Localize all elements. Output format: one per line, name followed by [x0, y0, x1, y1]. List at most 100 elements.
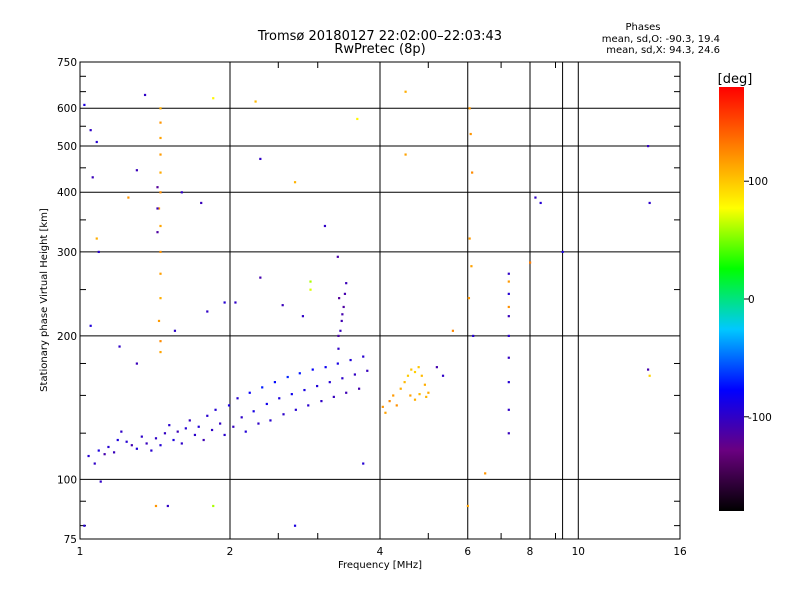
- data-point: [273, 381, 276, 384]
- data-point: [413, 398, 417, 401]
- data-point: [173, 329, 177, 332]
- y-tick-label: 750: [57, 57, 77, 69]
- data-point: [366, 369, 369, 372]
- data-point: [234, 301, 237, 304]
- data-point: [87, 454, 90, 458]
- data-point: [236, 397, 239, 400]
- data-point: [423, 383, 426, 386]
- data-point: [257, 422, 260, 425]
- x-tick-label: 16: [673, 546, 687, 558]
- data-point: [336, 362, 339, 365]
- colorbar-tick-label: 0: [748, 294, 755, 306]
- data-point: [83, 103, 86, 107]
- data-point: [529, 261, 532, 264]
- data-point: [135, 362, 138, 365]
- data-point: [97, 250, 100, 254]
- colorbar: [719, 87, 744, 511]
- data-point: [197, 425, 200, 428]
- data-point: [357, 387, 361, 390]
- data-point: [507, 305, 510, 309]
- data-point: [471, 171, 474, 174]
- y-tick-label: 75: [64, 534, 77, 546]
- data-point: [99, 480, 102, 483]
- data-point: [193, 433, 197, 437]
- data-point: [410, 368, 413, 371]
- colorbar-label: [deg]: [718, 72, 753, 87]
- data-point: [254, 100, 257, 103]
- data-point: [159, 350, 162, 354]
- data-point: [472, 334, 475, 338]
- data-point: [316, 384, 319, 388]
- data-point: [324, 366, 327, 369]
- data-point: [163, 432, 167, 435]
- y-tick-label: 400: [57, 187, 77, 199]
- colorbar-tick-label: 100: [748, 176, 768, 188]
- data-point: [154, 437, 158, 440]
- data-point: [341, 377, 344, 380]
- data-point: [145, 442, 148, 445]
- data-point: [294, 408, 297, 411]
- data-point: [159, 272, 162, 275]
- data-point: [83, 524, 86, 527]
- data-point: [301, 315, 305, 318]
- data-point: [91, 176, 94, 179]
- data-point: [159, 191, 162, 194]
- data-point: [507, 432, 510, 435]
- data-point: [507, 292, 510, 295]
- data-point: [206, 310, 209, 313]
- data-point: [140, 435, 143, 438]
- data-point: [180, 191, 183, 194]
- data-point: [425, 395, 428, 398]
- data-point: [468, 237, 471, 240]
- data-point: [176, 430, 179, 433]
- data-point: [259, 276, 262, 279]
- x-tick-label: 6: [464, 546, 471, 558]
- data-point: [648, 201, 651, 205]
- data-point: [309, 288, 312, 291]
- data-point: [395, 404, 398, 407]
- data-point: [210, 428, 214, 432]
- data-point: [159, 250, 162, 254]
- data-point: [343, 292, 347, 295]
- data-point: [159, 224, 162, 228]
- data-point: [159, 153, 162, 156]
- data-point: [646, 144, 650, 148]
- data-point: [303, 388, 306, 392]
- data-point: [143, 93, 147, 97]
- data-point: [507, 381, 510, 384]
- data-point: [534, 196, 537, 199]
- x-tick-label: 8: [527, 546, 534, 558]
- data-point: [466, 504, 469, 508]
- data-point: [384, 411, 387, 414]
- data-point: [157, 319, 161, 323]
- data-point: [339, 329, 342, 332]
- data-point: [413, 370, 417, 374]
- data-point: [328, 381, 331, 384]
- colorbar-ticks: 100 0 -100: [744, 176, 772, 424]
- data-point: [130, 444, 133, 447]
- data-point: [232, 425, 235, 428]
- data-point: [116, 438, 119, 442]
- data-point: [281, 304, 284, 307]
- data-point: [507, 408, 510, 411]
- data-point: [261, 386, 264, 389]
- data-point: [157, 207, 161, 210]
- data-point: [441, 374, 445, 377]
- data-point: [180, 442, 183, 445]
- y-axis-ticks: 75 100 200 300 400 500 600 750: [57, 57, 77, 546]
- data-point: [309, 280, 312, 283]
- data-point: [95, 237, 98, 240]
- data-point: [135, 447, 138, 450]
- data-point: [298, 372, 301, 375]
- data-point: [507, 356, 510, 359]
- data-point: [451, 329, 455, 332]
- phases-label: Phases: [625, 22, 660, 33]
- data-point: [507, 272, 510, 275]
- x-tick-label: 2: [227, 546, 234, 558]
- x-axis-label: Frequency [MHz]: [338, 560, 422, 571]
- y-tick-label: 100: [57, 474, 77, 486]
- data-point: [648, 374, 651, 377]
- data-point: [265, 402, 268, 406]
- grid-lines: [80, 62, 680, 539]
- data-point: [311, 368, 314, 371]
